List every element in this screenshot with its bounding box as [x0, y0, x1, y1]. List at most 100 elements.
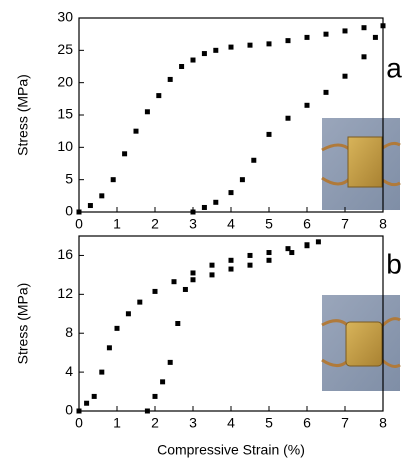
x-tick-label: 5 — [265, 216, 273, 232]
x-axis-label: Compressive Strain (%) — [157, 442, 305, 458]
data-point — [342, 28, 348, 34]
data-point — [247, 252, 253, 258]
x-tick-label: 4 — [227, 216, 235, 232]
data-point — [289, 250, 295, 256]
data-point — [380, 23, 386, 29]
y-tick-label: 20 — [57, 73, 73, 89]
data-point — [175, 321, 181, 326]
data-point — [209, 272, 215, 278]
x-tick-label: 0 — [75, 216, 83, 232]
data-point — [228, 190, 234, 196]
data-point — [304, 102, 310, 108]
data-point — [99, 193, 105, 199]
y-tick-label: 12 — [57, 285, 73, 301]
y-tick-label: 30 — [57, 9, 73, 25]
panel-label: a — [386, 52, 402, 83]
data-point — [137, 299, 143, 305]
data-point — [201, 51, 207, 57]
x-tick-label: 2 — [151, 216, 159, 232]
data-point — [76, 408, 82, 414]
x-tick-label: 1 — [113, 216, 121, 232]
data-point — [99, 369, 105, 375]
x-tick-label: 7 — [341, 415, 349, 431]
x-tick-label: 6 — [303, 415, 311, 431]
data-point — [106, 345, 112, 351]
data-point — [122, 151, 128, 157]
data-point — [266, 250, 272, 256]
x-tick-label: 8 — [379, 415, 387, 431]
data-point — [247, 42, 253, 48]
y-tick-label: 8 — [65, 324, 73, 340]
x-tick-label: 4 — [227, 415, 235, 431]
data-point — [133, 128, 139, 134]
data-point — [190, 57, 196, 63]
y-tick-label: 4 — [65, 363, 73, 379]
data-point — [110, 177, 116, 183]
data-point — [323, 31, 329, 37]
data-point — [114, 325, 120, 331]
data-point — [152, 288, 158, 294]
data-point — [266, 257, 272, 263]
x-tick-label: 3 — [189, 415, 197, 431]
data-point — [190, 277, 196, 283]
data-point — [213, 47, 219, 53]
data-point — [285, 38, 291, 44]
inset-photo-b — [321, 295, 401, 391]
data-point — [190, 209, 196, 215]
data-point — [182, 286, 188, 292]
data-point — [323, 89, 329, 95]
data-point — [315, 239, 321, 245]
x-tick-label: 2 — [151, 415, 159, 431]
data-point — [179, 64, 185, 69]
y-tick-label: 15 — [57, 106, 73, 122]
data-point — [372, 34, 378, 40]
data-point — [266, 131, 272, 137]
y-tick-label: 10 — [57, 138, 73, 154]
data-point — [156, 93, 162, 99]
data-point — [190, 270, 196, 276]
data-point — [361, 25, 367, 31]
x-tick-label: 8 — [379, 216, 387, 232]
data-point — [76, 209, 82, 215]
data-point — [228, 44, 234, 50]
x-tick-label: 3 — [189, 216, 197, 232]
data-point — [167, 76, 173, 82]
data-point — [251, 157, 257, 163]
data-point — [167, 359, 173, 365]
data-point — [125, 311, 131, 317]
x-tick-label: 0 — [75, 415, 83, 431]
data-point — [201, 204, 207, 210]
data-point — [213, 199, 219, 205]
x-tick-label: 7 — [341, 216, 349, 232]
data-point — [171, 279, 177, 285]
data-point — [266, 41, 272, 47]
y-axis-label: Stress (MPa) — [15, 74, 31, 156]
data-point — [239, 177, 245, 183]
panel-label: b — [386, 248, 402, 279]
data-point — [84, 400, 90, 406]
y-tick-label: 0 — [65, 203, 73, 219]
data-point — [285, 115, 291, 121]
y-tick-label: 0 — [65, 402, 73, 418]
data-point — [247, 262, 253, 268]
data-point — [361, 54, 367, 60]
data-point — [228, 266, 234, 272]
data-point — [87, 203, 93, 209]
data-point — [152, 393, 158, 399]
y-tick-label: 16 — [57, 246, 73, 262]
data-point — [144, 408, 150, 414]
x-tick-label: 5 — [265, 415, 273, 431]
inset-photo-a — [321, 118, 401, 210]
y-tick-label: 5 — [65, 170, 73, 186]
data-point — [144, 109, 150, 115]
y-tick-label: 25 — [57, 41, 73, 57]
data-point — [160, 379, 166, 385]
data-point — [304, 243, 310, 249]
y-axis-label: Stress (MPa) — [15, 283, 31, 365]
data-point — [209, 262, 215, 268]
data-point — [304, 34, 310, 40]
data-point — [91, 393, 97, 399]
x-tick-label: 6 — [303, 216, 311, 232]
x-tick-label: 1 — [113, 415, 121, 431]
